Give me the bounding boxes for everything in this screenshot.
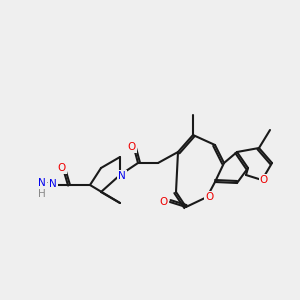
Text: H: H xyxy=(38,189,46,199)
Text: O: O xyxy=(128,142,136,152)
Text: O: O xyxy=(160,197,168,207)
Text: O: O xyxy=(260,175,268,185)
Text: N: N xyxy=(49,179,57,189)
Text: N: N xyxy=(118,171,126,181)
Text: H: H xyxy=(45,179,53,189)
Text: O: O xyxy=(205,192,213,202)
Text: N: N xyxy=(38,178,46,188)
Text: O: O xyxy=(58,163,66,173)
